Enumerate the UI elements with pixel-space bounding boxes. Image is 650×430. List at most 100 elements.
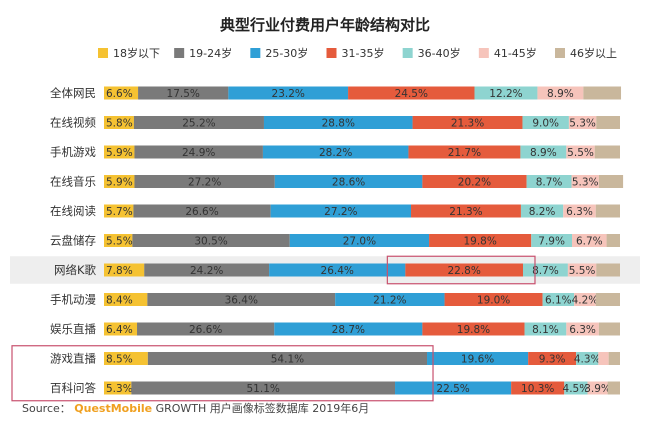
data-label: 5.5%: [569, 265, 596, 277]
legend-label: 31-35岁: [342, 46, 385, 60]
data-label: 9.3%: [539, 354, 566, 366]
bar-segment: [531, 234, 573, 247]
legend-label: 19-24岁: [189, 46, 232, 60]
data-label: 28.7%: [332, 324, 365, 336]
data-label: 8.2%: [529, 206, 556, 218]
bar-segment: [144, 263, 270, 277]
data-label: 5.3%: [569, 118, 596, 130]
bar-segment: [522, 116, 569, 129]
data-label: 8.5%: [106, 354, 133, 366]
bar-segment: [104, 86, 139, 100]
bar-segment: [606, 234, 620, 247]
data-label: 5.3%: [106, 383, 133, 395]
data-label: 26.6%: [185, 206, 218, 218]
bar-segment: [263, 116, 413, 129]
data-label: 19.8%: [457, 324, 490, 336]
bar-segment: [104, 352, 148, 365]
data-label: 5.5%: [567, 147, 594, 159]
bar-segment: [228, 86, 349, 100]
data-label: 6.4%: [106, 324, 133, 336]
bar-segment: [405, 263, 523, 277]
bar-segment: [274, 175, 423, 188]
data-label: 5.9%: [106, 147, 133, 159]
bar-segment: [427, 352, 529, 365]
data-label: 6.3%: [569, 324, 596, 336]
category-label: 云盘储存: [50, 234, 96, 248]
legend-swatch: [478, 48, 489, 58]
bar-segment: [595, 293, 620, 306]
data-label: 5.5%: [106, 236, 133, 248]
bar-segment: [608, 352, 620, 365]
data-label: 8.1%: [532, 324, 559, 336]
category-label: 网络K歌: [54, 263, 97, 277]
bar-segment: [537, 86, 584, 100]
bar-segment: [572, 234, 607, 247]
category-label: 娱乐直播: [50, 322, 96, 336]
bar-segment: [412, 116, 523, 129]
data-label: 25.2%: [182, 118, 215, 130]
bar-segment: [133, 204, 271, 218]
bar-segment: [134, 175, 275, 188]
bar-segment: [269, 263, 406, 277]
data-label: 28.2%: [319, 147, 352, 159]
bar-segment: [526, 175, 572, 188]
data-label: 27.2%: [324, 206, 357, 218]
bar-segment: [564, 381, 588, 395]
bar-segment: [335, 293, 445, 306]
data-label: 24.5%: [395, 88, 428, 100]
bar-segment: [395, 381, 512, 395]
legend: 18岁以下 19-24岁 25-30岁 31-35岁 36-40岁 41-45岁 46岁以上: [98, 46, 617, 60]
bar-segment: [520, 145, 567, 159]
category-label: 在线阅读: [50, 204, 96, 218]
bar-segment: [563, 204, 596, 218]
highlight-boxes: [11, 255, 536, 402]
source-brand: QuestMobile: [74, 402, 152, 415]
category-label: 手机动漫: [50, 293, 96, 307]
category-label: 手机游戏: [50, 145, 96, 159]
data-label: 7.9%: [538, 236, 565, 248]
category-label: 游戏直播: [50, 352, 96, 366]
highlight-box: [11, 345, 434, 402]
bar-segment: [522, 263, 568, 277]
data-label: 51.1%: [247, 383, 280, 395]
data-label: 8.7%: [532, 265, 559, 277]
legend-label: 25-30岁: [265, 46, 308, 60]
bar-segment: [348, 86, 475, 100]
bar-segment: [131, 381, 396, 395]
bar-segment: [422, 322, 525, 336]
legend-swatch: [174, 48, 185, 58]
source-prefix: Source：: [22, 402, 71, 415]
bar-segment: [104, 381, 132, 395]
data-label: 19.8%: [463, 236, 496, 248]
data-label: 22.8%: [447, 265, 480, 277]
data-label: 5.3%: [572, 177, 599, 189]
bar-segment: [270, 204, 412, 218]
data-label: 10.3%: [521, 383, 554, 395]
data-label: 23.2%: [272, 88, 305, 100]
bar-segment: [408, 145, 521, 159]
data-label: 26.4%: [321, 265, 354, 277]
bar-segment: [524, 322, 567, 336]
bar-segment: [429, 234, 532, 247]
bar-segment: [583, 86, 622, 100]
data-label: 24.2%: [190, 265, 223, 277]
category-labels: 全体网民在线视频手机游戏在线音乐在线阅读云盘储存网络K歌手机动漫娱乐直播游戏直播…: [50, 86, 96, 395]
bar-segment: [566, 322, 599, 336]
bar-segment: [104, 204, 134, 218]
legend-swatch: [402, 48, 413, 58]
chart-title: 典型行业付费用户年龄结构对比: [220, 16, 430, 34]
bar-segment: [133, 116, 264, 129]
data-label: 8.4%: [106, 295, 133, 307]
data-label: 21.3%: [451, 118, 484, 130]
highlight-box: [386, 255, 536, 285]
bars-layer: 6.6% 17.5% 23.2% 24.5% 12.2% 8.9% 5.8% 25.2% 28.…: [104, 86, 624, 395]
legend-label: 36-40岁: [418, 46, 461, 60]
bar-segment: [147, 293, 336, 306]
legend-swatch: [555, 48, 565, 58]
data-label: 27.0%: [343, 236, 376, 248]
bar-segment: [104, 234, 133, 247]
data-label: 8.7%: [536, 177, 563, 189]
data-label: 6.3%: [566, 206, 593, 218]
